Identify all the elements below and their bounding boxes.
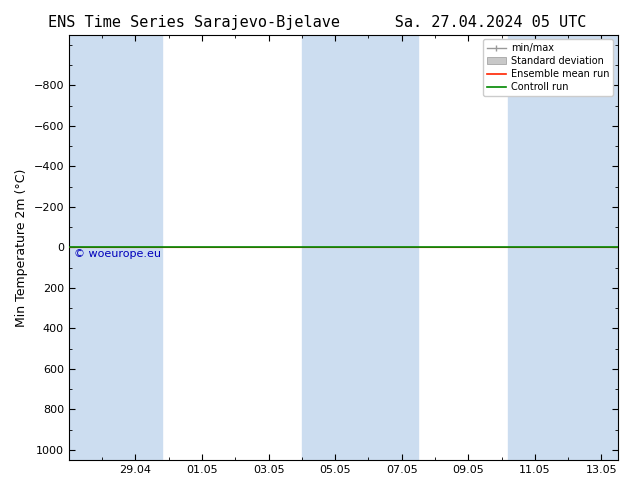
Bar	[109, 35, 162, 460]
Bar	[362, 35, 418, 460]
Legend: min/max, Standard deviation, Ensemble mean run, Controll run: min/max, Standard deviation, Ensemble me…	[482, 40, 613, 96]
Text: ENS Time Series Sarajevo-Bjelave      Sa. 27.04.2024 05 UTC: ENS Time Series Sarajevo-Bjelave Sa. 27.…	[48, 15, 586, 30]
Y-axis label: Min Temperature 2m (°C): Min Temperature 2m (°C)	[15, 168, 28, 326]
Bar	[302, 35, 362, 460]
Bar	[69, 35, 109, 460]
Bar	[575, 35, 618, 460]
Text: © woeurope.eu: © woeurope.eu	[74, 249, 162, 259]
Bar	[508, 35, 575, 460]
